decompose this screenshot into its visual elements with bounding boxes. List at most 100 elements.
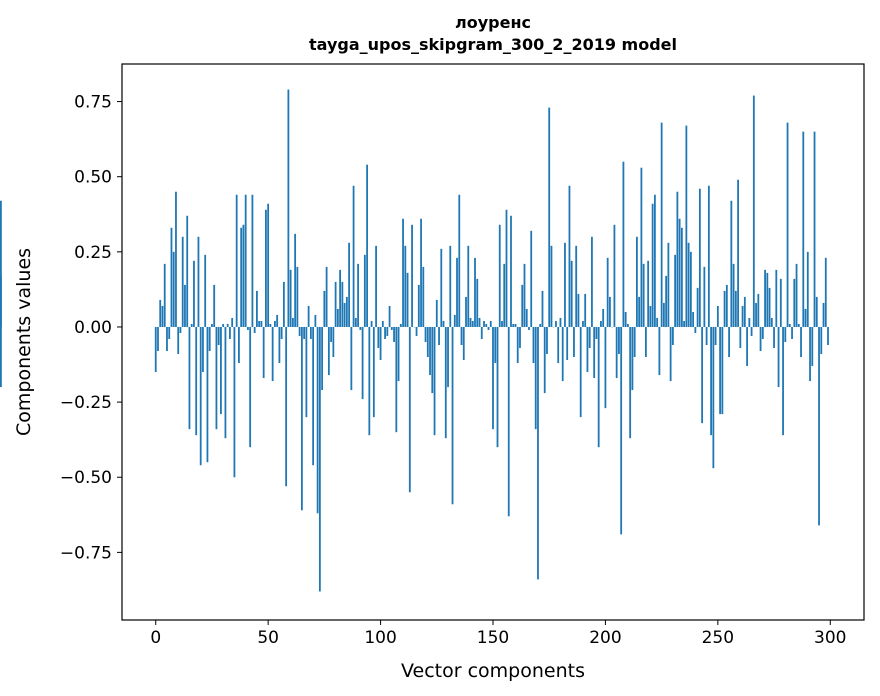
bar-204 bbox=[613, 224, 616, 327]
bar-13 bbox=[184, 284, 186, 327]
bar-171 bbox=[539, 323, 542, 327]
bar-91 bbox=[359, 326, 362, 330]
bar-241 bbox=[696, 287, 699, 327]
bar-112 bbox=[406, 272, 409, 327]
bar-27 bbox=[215, 326, 218, 430]
bar-129 bbox=[444, 326, 447, 439]
bar-22 bbox=[204, 254, 207, 327]
bar-139 bbox=[467, 245, 470, 327]
x-axis-label: Vector components bbox=[401, 660, 585, 682]
bar-83 bbox=[341, 281, 344, 327]
bar-113 bbox=[408, 326, 411, 493]
bar-95 bbox=[368, 326, 371, 436]
bar-265 bbox=[750, 326, 753, 336]
bar-31 bbox=[224, 326, 227, 439]
bar-192 bbox=[586, 326, 589, 373]
bar-272 bbox=[766, 272, 769, 327]
bar-206 bbox=[618, 326, 620, 355]
bar-40 bbox=[244, 194, 247, 327]
bar-216 bbox=[640, 167, 643, 327]
bar-217 bbox=[642, 263, 645, 327]
bar-172 bbox=[541, 290, 544, 327]
y-axis: −0.75 −0.50 −0.25 0.00 0.25 0.50 0.75 bbox=[60, 93, 122, 563]
bar-207 bbox=[620, 326, 623, 535]
bar-185 bbox=[570, 260, 573, 327]
bar-255 bbox=[728, 326, 730, 358]
bar-278 bbox=[779, 278, 782, 327]
bar-133 bbox=[453, 314, 456, 327]
y-tick-label: −0.50 bbox=[60, 468, 112, 488]
bar-53 bbox=[274, 320, 276, 327]
bar-138 bbox=[465, 296, 467, 327]
bar-39 bbox=[242, 224, 245, 327]
bar-219 bbox=[647, 260, 650, 327]
bar-162 bbox=[519, 326, 521, 349]
bar-10 bbox=[177, 326, 180, 355]
bar-24 bbox=[208, 326, 211, 352]
bar-293 bbox=[813, 131, 816, 327]
bar-103 bbox=[386, 326, 389, 336]
bars-group bbox=[0, 89, 829, 592]
bar-38 bbox=[240, 227, 243, 327]
bar-196 bbox=[595, 326, 598, 339]
bar-233 bbox=[678, 218, 681, 327]
bar-179 bbox=[557, 326, 560, 364]
bar-193 bbox=[588, 326, 591, 349]
bar-234 bbox=[680, 227, 683, 327]
bar-228 bbox=[667, 242, 670, 327]
bar-87 bbox=[350, 326, 353, 391]
bar-109 bbox=[399, 323, 402, 327]
chart-title: лоуренс bbox=[455, 13, 531, 32]
y-tick-label: −0.75 bbox=[60, 543, 112, 563]
bar-178 bbox=[555, 320, 557, 327]
bar-136 bbox=[460, 326, 463, 345]
bar-127 bbox=[440, 248, 443, 327]
bar-251 bbox=[719, 326, 721, 415]
bar-20 bbox=[199, 326, 202, 466]
bar-181 bbox=[561, 326, 564, 382]
x-tick-label: 100 bbox=[364, 628, 396, 648]
bar-140 bbox=[469, 317, 472, 327]
bar-187 bbox=[575, 245, 578, 327]
bar-199 bbox=[602, 308, 605, 327]
x-tick-label: 150 bbox=[477, 628, 509, 648]
bar-23 bbox=[206, 326, 209, 463]
bar-6 bbox=[168, 326, 171, 339]
bar-159 bbox=[512, 323, 515, 327]
bar-84 bbox=[343, 302, 346, 327]
bar-37 bbox=[238, 326, 240, 364]
y-tick-label: 0.75 bbox=[74, 93, 112, 113]
bar-12 bbox=[181, 236, 184, 327]
bar-225 bbox=[660, 122, 663, 327]
bar-100 bbox=[379, 326, 382, 361]
bar-134 bbox=[456, 257, 458, 327]
bar-205 bbox=[615, 326, 618, 379]
x-tick-label: 300 bbox=[814, 628, 846, 648]
bar-90 bbox=[357, 263, 359, 327]
bar-111 bbox=[404, 245, 407, 327]
bar-169 bbox=[534, 326, 537, 430]
bar-11 bbox=[179, 326, 182, 333]
bar-60 bbox=[289, 269, 292, 327]
bar-226 bbox=[662, 302, 665, 327]
bar-122 bbox=[429, 326, 431, 376]
bar-190 bbox=[582, 320, 584, 327]
bar-170 bbox=[537, 326, 539, 580]
bar-160 bbox=[514, 323, 517, 327]
bar-8 bbox=[172, 251, 175, 327]
bar-155 bbox=[503, 263, 506, 327]
bar-2 bbox=[159, 299, 162, 327]
bar-184 bbox=[568, 185, 571, 327]
bar-65 bbox=[300, 326, 303, 511]
bar-258 bbox=[734, 290, 737, 327]
bar-292 bbox=[811, 326, 814, 367]
bar-125 bbox=[435, 299, 438, 327]
bar-269 bbox=[759, 326, 762, 352]
bar-118 bbox=[420, 218, 422, 327]
bar-142 bbox=[474, 257, 476, 327]
bar-260 bbox=[739, 326, 742, 349]
bar-16 bbox=[190, 323, 193, 327]
bar-119 bbox=[422, 266, 425, 327]
bar-246 bbox=[707, 185, 710, 327]
